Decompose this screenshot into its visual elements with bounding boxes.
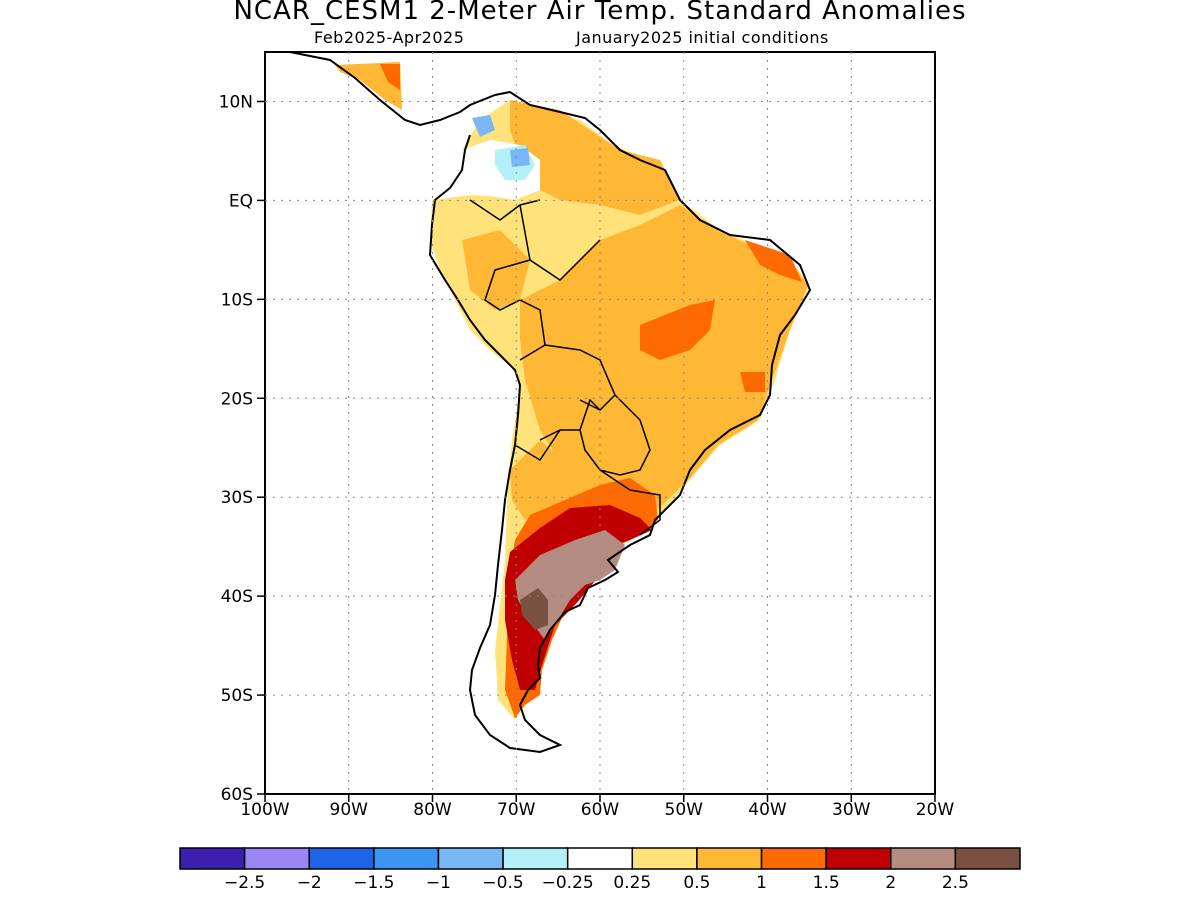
y-tick-label: EQ <box>229 191 253 211</box>
colorbar-label: 0.25 <box>613 873 651 893</box>
anomaly-shading <box>335 62 810 720</box>
anomaly-region-central-brazil <box>640 300 715 360</box>
colorbar-label: 2 <box>885 873 896 893</box>
y-tick-label: 10S <box>221 290 253 310</box>
colorbar-label: −0.5 <box>482 873 523 893</box>
longitude-axis: 100W 90W 80W 70W 60W 50W 40W 30W 20W <box>240 794 954 820</box>
colorbar-label: −1.5 <box>353 873 394 893</box>
x-tick-label: 20W <box>916 800 955 820</box>
x-tick-label: 30W <box>832 800 871 820</box>
colorbar-label: −2.5 <box>224 873 265 893</box>
colorbar-swatch <box>437 847 504 870</box>
colorbar-swatch <box>502 847 569 870</box>
anomaly-region-patagonia-peak <box>520 588 548 630</box>
x-tick-label: 50W <box>665 800 704 820</box>
y-tick-label: 30S <box>221 488 253 508</box>
colorbar-label: −2 <box>297 873 322 893</box>
y-tick-label: 10N <box>219 92 253 112</box>
colorbar-label: 1.5 <box>813 873 840 893</box>
x-tick-label: 100W <box>240 800 289 820</box>
initial-conditions: January2025 initial conditions <box>576 28 829 47</box>
country-borders <box>469 199 661 536</box>
latitude-axis: 10N EQ 10S 20S 30S 40S 50S 60S <box>219 92 265 805</box>
colorbar-swatch <box>954 847 1021 870</box>
colorbar-swatch <box>825 847 892 870</box>
anomaly-region-brazil <box>520 205 808 520</box>
x-tick-label: 60W <box>581 800 620 820</box>
colorbar-swatch <box>179 847 246 870</box>
x-tick-label: 90W <box>330 800 369 820</box>
y-tick-label: 50S <box>221 686 253 706</box>
colorbar-label: −0.25 <box>542 873 594 893</box>
x-tick-label: 70W <box>497 800 536 820</box>
y-tick-label: 20S <box>221 389 253 409</box>
colorbar-swatch <box>243 847 310 870</box>
colorbar-label: 0.5 <box>683 873 710 893</box>
x-tick-label: 40W <box>748 800 787 820</box>
colorbar-swatch <box>696 847 763 870</box>
colorbar-swatch <box>890 847 957 870</box>
colorbar-swatch <box>760 847 827 870</box>
colorbar: −2.5 −2 −1.5 −1 −0.5 −0.25 0.25 0.5 1 1.5 2 2.5 <box>179 847 1021 893</box>
colorbar-swatch <box>308 847 375 870</box>
x-tick-label: 80W <box>413 800 452 820</box>
y-tick-label: 40S <box>221 587 253 607</box>
coastline <box>289 51 812 754</box>
anomaly-region-central-america-hot <box>380 64 400 90</box>
colorbar-label: 2.5 <box>942 873 969 893</box>
colorbar-swatch <box>566 847 634 870</box>
y-tick-label: 60S <box>221 785 253 805</box>
colorbar-label: −1 <box>426 873 451 893</box>
colorbar-label: 1 <box>756 873 767 893</box>
forecast-period: Feb2025-Apr2025 <box>314 28 465 47</box>
anomaly-region-colombia-cold <box>472 115 530 167</box>
colorbar-swatch <box>373 847 440 870</box>
colorbar-swatch <box>631 847 698 870</box>
anomaly-region-east-brazil <box>740 372 765 392</box>
map-title: NCAR_CESM1 2-Meter Air Temp. Standard An… <box>233 0 967 26</box>
anomaly-region-north <box>510 100 680 215</box>
anomaly-region-ne-brazil <box>745 240 802 282</box>
